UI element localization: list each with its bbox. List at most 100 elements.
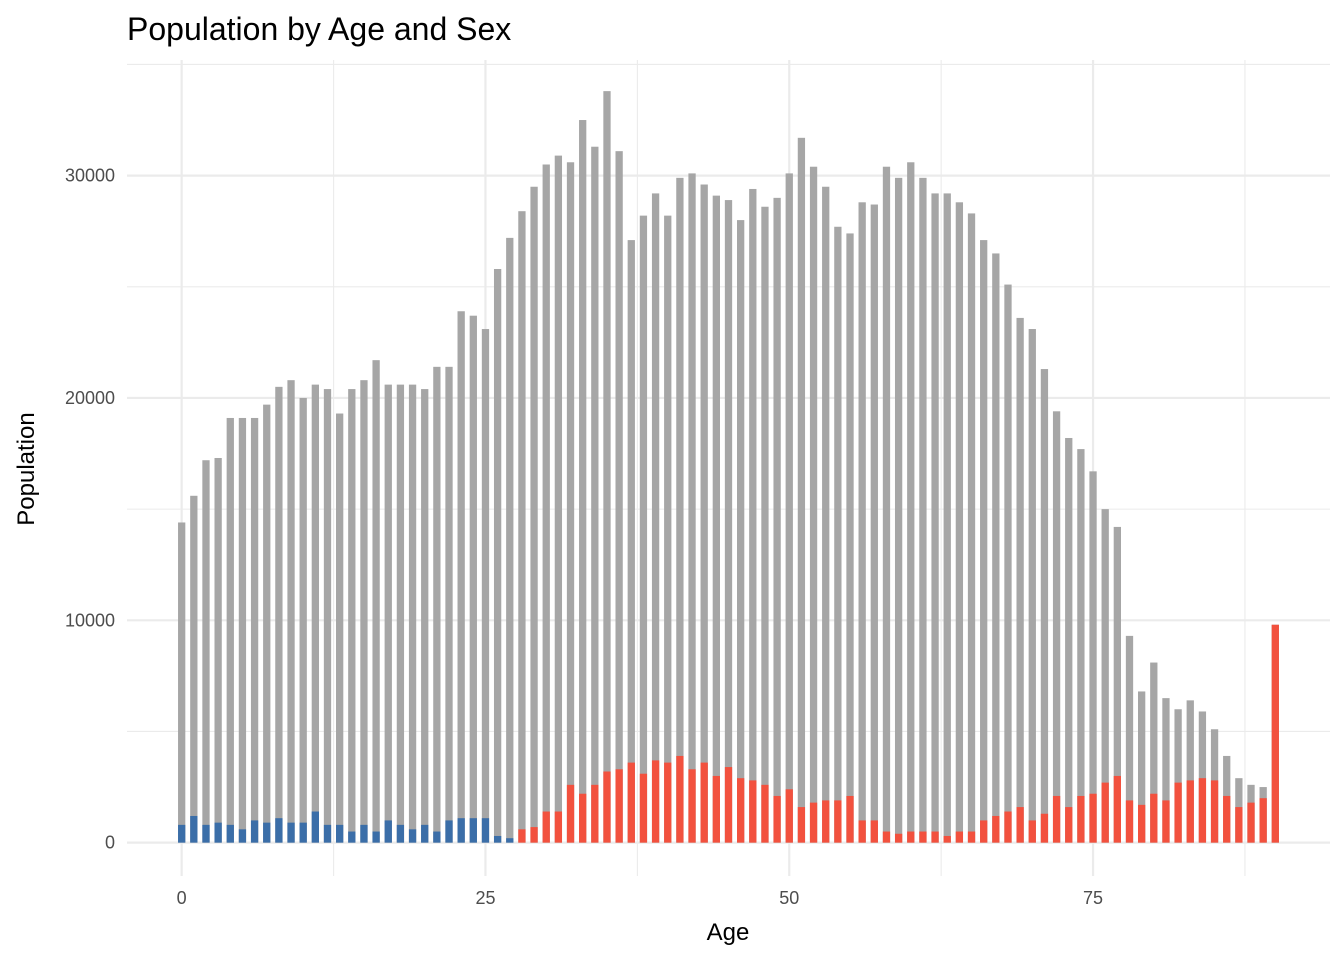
young-bar-age-15 bbox=[360, 824, 368, 843]
total-bar-age-82 bbox=[1174, 709, 1182, 843]
total-bar-age-35 bbox=[603, 91, 611, 843]
total-bar-age-63 bbox=[943, 193, 951, 843]
old-bar-age-44 bbox=[712, 775, 720, 843]
young-bar-age-13 bbox=[336, 824, 344, 843]
total-bar-age-4 bbox=[226, 417, 234, 843]
old-bar-age-78 bbox=[1125, 800, 1134, 843]
old-bar-age-63 bbox=[943, 835, 951, 843]
young-bar-age-21 bbox=[433, 831, 441, 843]
old-bar-age-67 bbox=[992, 815, 1000, 843]
old-bar-age-49 bbox=[773, 795, 781, 843]
total-bar-age-52 bbox=[809, 166, 818, 843]
x-tick-label: 50 bbox=[779, 888, 799, 908]
young-population-bars bbox=[178, 811, 514, 843]
total-bar-age-49 bbox=[773, 197, 781, 843]
total-bar-age-22 bbox=[445, 366, 453, 843]
young-bar-age-23 bbox=[457, 818, 465, 843]
total-bar-age-57 bbox=[870, 204, 878, 843]
young-bar-age-0 bbox=[178, 824, 186, 843]
old-bar-age-46 bbox=[737, 778, 745, 843]
total-bar-age-80 bbox=[1150, 662, 1158, 843]
young-bar-age-17 bbox=[384, 820, 392, 843]
old-bar-age-30 bbox=[542, 811, 550, 843]
young-bar-age-25 bbox=[481, 818, 490, 843]
total-bar-age-36 bbox=[615, 151, 623, 843]
old-bar-age-60 bbox=[907, 831, 915, 843]
x-tick-label: 25 bbox=[475, 888, 495, 908]
old-bar-age-37 bbox=[627, 762, 635, 843]
old-population-bars bbox=[518, 624, 1279, 843]
total-bar-age-77 bbox=[1113, 526, 1121, 843]
old-bar-age-81 bbox=[1162, 800, 1170, 843]
total-bar-age-38 bbox=[639, 215, 648, 843]
total-bar-age-28 bbox=[518, 211, 526, 843]
old-bar-age-70 bbox=[1028, 820, 1036, 843]
total-bar-age-26 bbox=[493, 269, 502, 843]
old-bar-age-28 bbox=[518, 829, 526, 843]
x-tick-label: 0 bbox=[177, 888, 187, 908]
y-tick-label: 0 bbox=[105, 833, 115, 853]
total-bar-age-72 bbox=[1052, 411, 1061, 843]
old-bar-age-51 bbox=[797, 807, 806, 843]
old-bar-age-32 bbox=[566, 784, 575, 843]
young-bar-age-16 bbox=[372, 831, 380, 843]
old-bar-age-83 bbox=[1186, 780, 1194, 843]
total-bar-age-9 bbox=[287, 380, 295, 843]
old-bar-age-84 bbox=[1198, 778, 1207, 843]
old-bar-age-87 bbox=[1235, 807, 1243, 843]
total-bar-age-20 bbox=[421, 389, 429, 843]
old-bar-age-57 bbox=[870, 820, 878, 843]
total-bar-age-30 bbox=[542, 164, 550, 843]
x-axis-tick-labels: 0 25 50 75 bbox=[177, 888, 1103, 908]
old-bar-age-55 bbox=[846, 795, 854, 843]
total-population-bars bbox=[178, 91, 1279, 843]
total-bar-age-31 bbox=[554, 155, 563, 843]
total-bar-age-8 bbox=[275, 386, 283, 843]
total-bar-age-33 bbox=[579, 120, 587, 843]
total-bar-age-29 bbox=[530, 186, 538, 843]
old-bar-age-43 bbox=[700, 762, 708, 843]
total-bar-age-56 bbox=[858, 202, 866, 843]
total-bar-age-64 bbox=[955, 202, 964, 843]
old-bar-age-77 bbox=[1113, 775, 1121, 843]
total-bar-age-7 bbox=[263, 404, 271, 843]
old-bar-age-64 bbox=[955, 831, 964, 843]
total-bar-age-3 bbox=[214, 457, 222, 843]
total-bar-age-69 bbox=[1016, 317, 1024, 843]
total-bar-age-60 bbox=[907, 162, 915, 843]
young-bar-age-1 bbox=[190, 815, 198, 843]
total-bar-age-62 bbox=[931, 193, 939, 843]
total-bar-age-12 bbox=[323, 389, 332, 843]
total-bar-age-10 bbox=[299, 397, 307, 843]
old-bar-age-86 bbox=[1223, 795, 1231, 843]
old-bar-age-65 bbox=[967, 831, 976, 843]
old-bar-age-75 bbox=[1089, 793, 1097, 843]
young-bar-age-12 bbox=[323, 824, 332, 843]
young-bar-age-3 bbox=[214, 822, 222, 843]
old-bar-age-36 bbox=[615, 769, 623, 843]
young-bar-age-8 bbox=[275, 818, 283, 843]
young-bar-age-27 bbox=[506, 838, 514, 843]
young-bar-age-5 bbox=[238, 829, 247, 843]
old-bar-age-52 bbox=[809, 802, 818, 843]
total-bar-age-50 bbox=[785, 173, 793, 843]
total-bar-age-44 bbox=[712, 195, 720, 843]
old-bar-age-58 bbox=[882, 831, 891, 843]
total-bar-age-25 bbox=[481, 329, 490, 843]
total-bar-age-23 bbox=[457, 311, 465, 843]
old-bar-age-45 bbox=[724, 767, 733, 843]
old-bar-age-41 bbox=[676, 755, 684, 843]
old-bar-age-90 bbox=[1271, 624, 1279, 843]
old-bar-age-42 bbox=[688, 769, 696, 843]
total-bar-age-27 bbox=[506, 237, 514, 843]
total-bar-age-53 bbox=[822, 186, 830, 843]
total-bar-age-32 bbox=[566, 162, 575, 843]
total-bar-age-83 bbox=[1186, 700, 1194, 843]
old-bar-age-50 bbox=[785, 789, 793, 843]
total-bar-age-61 bbox=[919, 177, 927, 843]
total-bar-age-47 bbox=[749, 188, 757, 843]
total-bar-age-76 bbox=[1101, 509, 1109, 843]
old-bar-age-34 bbox=[591, 784, 599, 843]
total-bar-age-41 bbox=[676, 177, 684, 843]
old-bar-age-88 bbox=[1247, 802, 1255, 843]
